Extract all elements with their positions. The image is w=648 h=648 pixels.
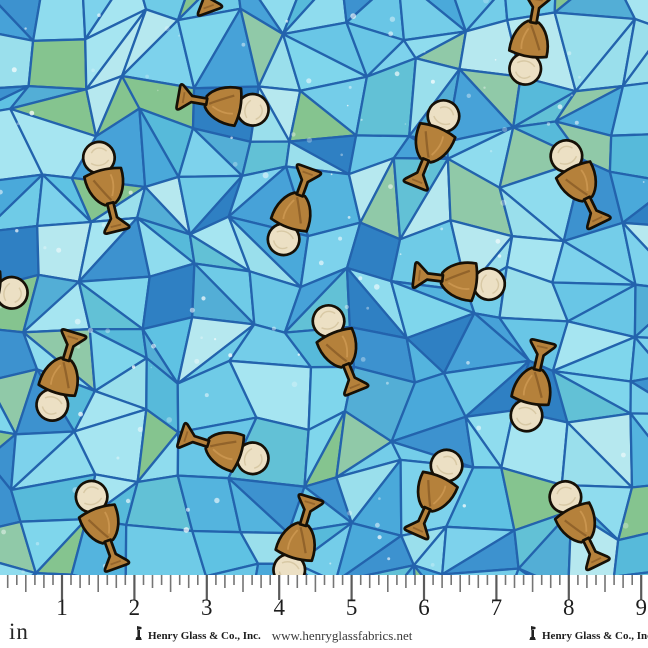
chalice-with-host: [0, 268, 29, 311]
chalice-with-host: [176, 421, 270, 476]
ruler-number: 5: [345, 595, 358, 620]
chalice-with-host: [411, 261, 507, 303]
website-url: www.henryglassfabrics.net: [271, 628, 413, 643]
ruler-number: 7: [490, 595, 503, 620]
company-name: Henry Glass & Co., Inc.: [148, 630, 261, 642]
ruler-number: 1: [56, 595, 68, 620]
chalice-with-host: [175, 83, 270, 128]
chalice-with-host: [549, 138, 612, 231]
ruler: 1 2 3 4 5 6 7 8 9 in Henry Glass & Co., Inc. www…: [0, 575, 648, 648]
ruler-unit-label: in: [9, 619, 29, 644]
chalice-with-host: [35, 327, 88, 422]
ruler-number: 6: [418, 595, 430, 620]
brand-center: Henry Glass & Co., Inc. www.henryglassfa…: [133, 626, 412, 646]
ruler-number: 2: [128, 595, 141, 620]
ruler-number: 4: [273, 595, 285, 620]
henry-glass-logo-icon: [527, 626, 538, 646]
chalice-with-host: [507, 0, 552, 86]
chalice-with-host: [509, 338, 557, 433]
ruler-ticks: [6, 575, 643, 600]
chalice-with-host: [272, 492, 325, 575]
brand-right: Henry Glass & Co., Inc.: [527, 626, 648, 646]
ruler-number: 9: [635, 595, 647, 620]
ruler-numbers: 1 2 3 4 5 6 7 8 9: [0, 575, 648, 648]
ruler-number: 8: [563, 595, 575, 620]
company-name: Henry Glass & Co., Inc.: [542, 630, 648, 642]
chalice-with-host: [311, 304, 370, 397]
henry-glass-logo-icon: [133, 626, 144, 646]
fabric-pattern: [0, 0, 648, 575]
chalice-with-host: [266, 163, 323, 257]
chalice-with-host: [403, 448, 464, 541]
chalice-with-host: [548, 479, 611, 572]
chalice-with-host: [196, 0, 224, 17]
chalice-with-host: [81, 140, 131, 236]
chalice-with-host: [74, 479, 131, 573]
chalice-with-host: [402, 99, 461, 192]
ruler-number: 3: [201, 595, 213, 620]
